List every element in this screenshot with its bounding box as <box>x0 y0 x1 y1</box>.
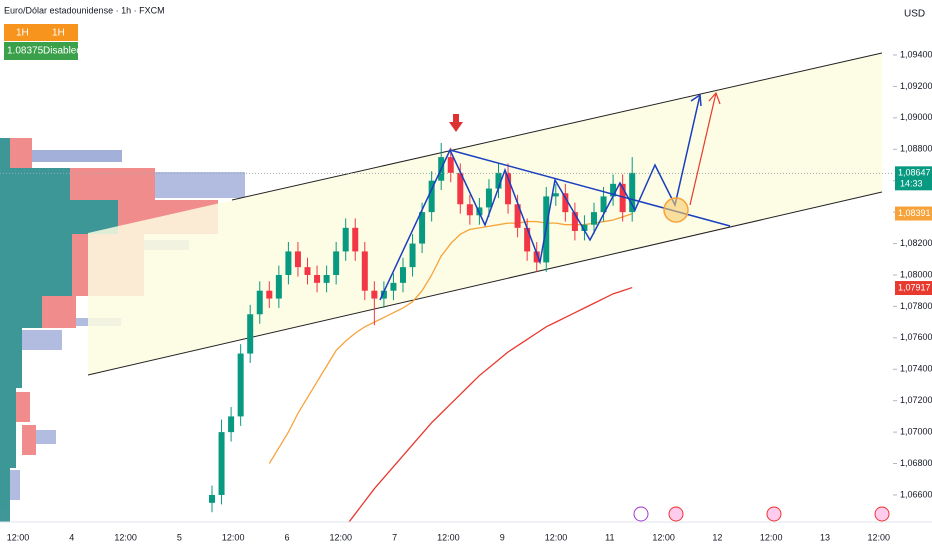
x-tick-label: 12 <box>712 532 722 542</box>
candle-body <box>266 290 273 299</box>
candle-body <box>247 314 254 354</box>
y-tick-label: 1,06800 <box>900 458 932 468</box>
candle-body <box>409 243 416 268</box>
x-tick-label: 12:00 <box>868 532 891 542</box>
candle-body <box>552 193 559 197</box>
candle-body <box>419 212 426 244</box>
candle-body <box>228 416 235 433</box>
price-tag-label: 1,07917 <box>898 282 931 292</box>
candle-body <box>495 172 502 189</box>
currency: USD <box>904 9 925 20</box>
candle-body <box>361 251 368 291</box>
x-tick-label: 5 <box>177 532 182 542</box>
candle-body <box>485 188 492 208</box>
candle-body <box>533 251 540 263</box>
y-tick-label: 1,07000 <box>900 426 932 436</box>
drawings <box>379 91 731 301</box>
status-box <box>4 42 78 60</box>
candle-body <box>333 251 340 275</box>
x-tick-label: 13 <box>820 532 830 542</box>
price-tag-label: 1,08391 <box>898 208 931 218</box>
channel-upper <box>231 52 883 201</box>
y-tick-label: 1,06600 <box>900 489 932 499</box>
plot <box>0 142 893 522</box>
candle-body <box>275 274 282 299</box>
symbol-title: Euro/Dólar estadounidense · 1h · FXCM <box>4 5 165 15</box>
y-tick-label: 1,07600 <box>900 332 932 342</box>
x-tick-label: 12:00 <box>114 532 137 542</box>
candle-body <box>428 180 435 213</box>
status-text: Disabled <box>43 46 82 57</box>
moving-average <box>348 286 633 522</box>
x-tick-label: 12:00 <box>330 532 353 542</box>
y-tick-label: 1,09400 <box>900 49 932 59</box>
candle-body <box>591 212 597 225</box>
y-tick-label: 1,08800 <box>900 144 932 154</box>
time-axis <box>0 522 932 550</box>
x-tick-label: 7 <box>392 532 397 542</box>
candle-body <box>562 193 569 213</box>
candle-body <box>218 432 225 495</box>
y-tick-label: 1,07800 <box>900 301 932 311</box>
candle-body <box>342 227 349 252</box>
price-tag <box>895 206 932 221</box>
badge <box>4 24 78 41</box>
candle-body <box>380 290 387 299</box>
candle-body <box>524 227 531 252</box>
y-tick-label: 1,09000 <box>900 112 932 122</box>
candle-body <box>371 290 378 299</box>
candle-body <box>237 353 244 417</box>
events <box>633 506 890 522</box>
candle-body <box>314 274 321 283</box>
candle-body <box>294 251 301 268</box>
candle-body <box>256 290 263 315</box>
candle-body <box>619 183 626 213</box>
candle-body <box>581 224 588 231</box>
x-tick-label: 6 <box>284 532 289 542</box>
candle-body <box>304 267 311 275</box>
candle-body <box>400 267 406 283</box>
channel-fill <box>88 53 882 375</box>
candle-body <box>571 212 578 231</box>
candle-body <box>390 282 397 291</box>
price-tag-label: 1,08647 <box>898 168 931 178</box>
candle-body <box>447 157 454 173</box>
channel-lower <box>87 191 883 376</box>
x-tick-label: 9 <box>500 532 505 542</box>
candle-body <box>514 204 521 228</box>
price-tag-time: 14:33 <box>900 179 923 189</box>
y-tick-label: 1,07200 <box>900 395 932 405</box>
x-tick-label: 12:00 <box>222 532 245 542</box>
y-tick-label: 1,07400 <box>900 364 932 374</box>
candle-body <box>466 204 473 216</box>
badge-left: 1H <box>16 28 29 39</box>
candle-body <box>323 274 330 283</box>
badge-right: 1H <box>52 28 65 39</box>
candle-body <box>285 251 292 275</box>
price-tag <box>895 166 932 191</box>
legend: Euro/Dólar estadounidense · 1h · FXCM 1H… <box>4 5 165 60</box>
x-tick-label: 12:00 <box>652 532 675 542</box>
candle-body <box>505 172 512 205</box>
candle-body <box>600 196 607 213</box>
x-tick-label: 12:00 <box>545 532 568 542</box>
x-tick-label: 11 <box>605 532 614 542</box>
status-price: 1.08375 <box>7 46 44 57</box>
candle-body <box>209 494 215 503</box>
x-tick-label: 4 <box>69 532 74 542</box>
price-tag <box>895 281 932 296</box>
moving-average <box>268 213 633 464</box>
y-tick-label: 1,08200 <box>900 238 932 248</box>
x-tick-label: 12:00 <box>437 532 460 542</box>
y-tick-label: 1,08000 <box>900 269 932 279</box>
candle-body <box>457 172 464 205</box>
y-tick-label: 1,09200 <box>900 81 932 91</box>
x-tick-label: 12:00 <box>7 532 30 542</box>
x-tick-label: 12:00 <box>760 532 783 542</box>
candle-body <box>629 172 636 213</box>
price-axis <box>893 0 932 550</box>
candle-body <box>610 183 617 197</box>
candle-body <box>352 227 359 252</box>
